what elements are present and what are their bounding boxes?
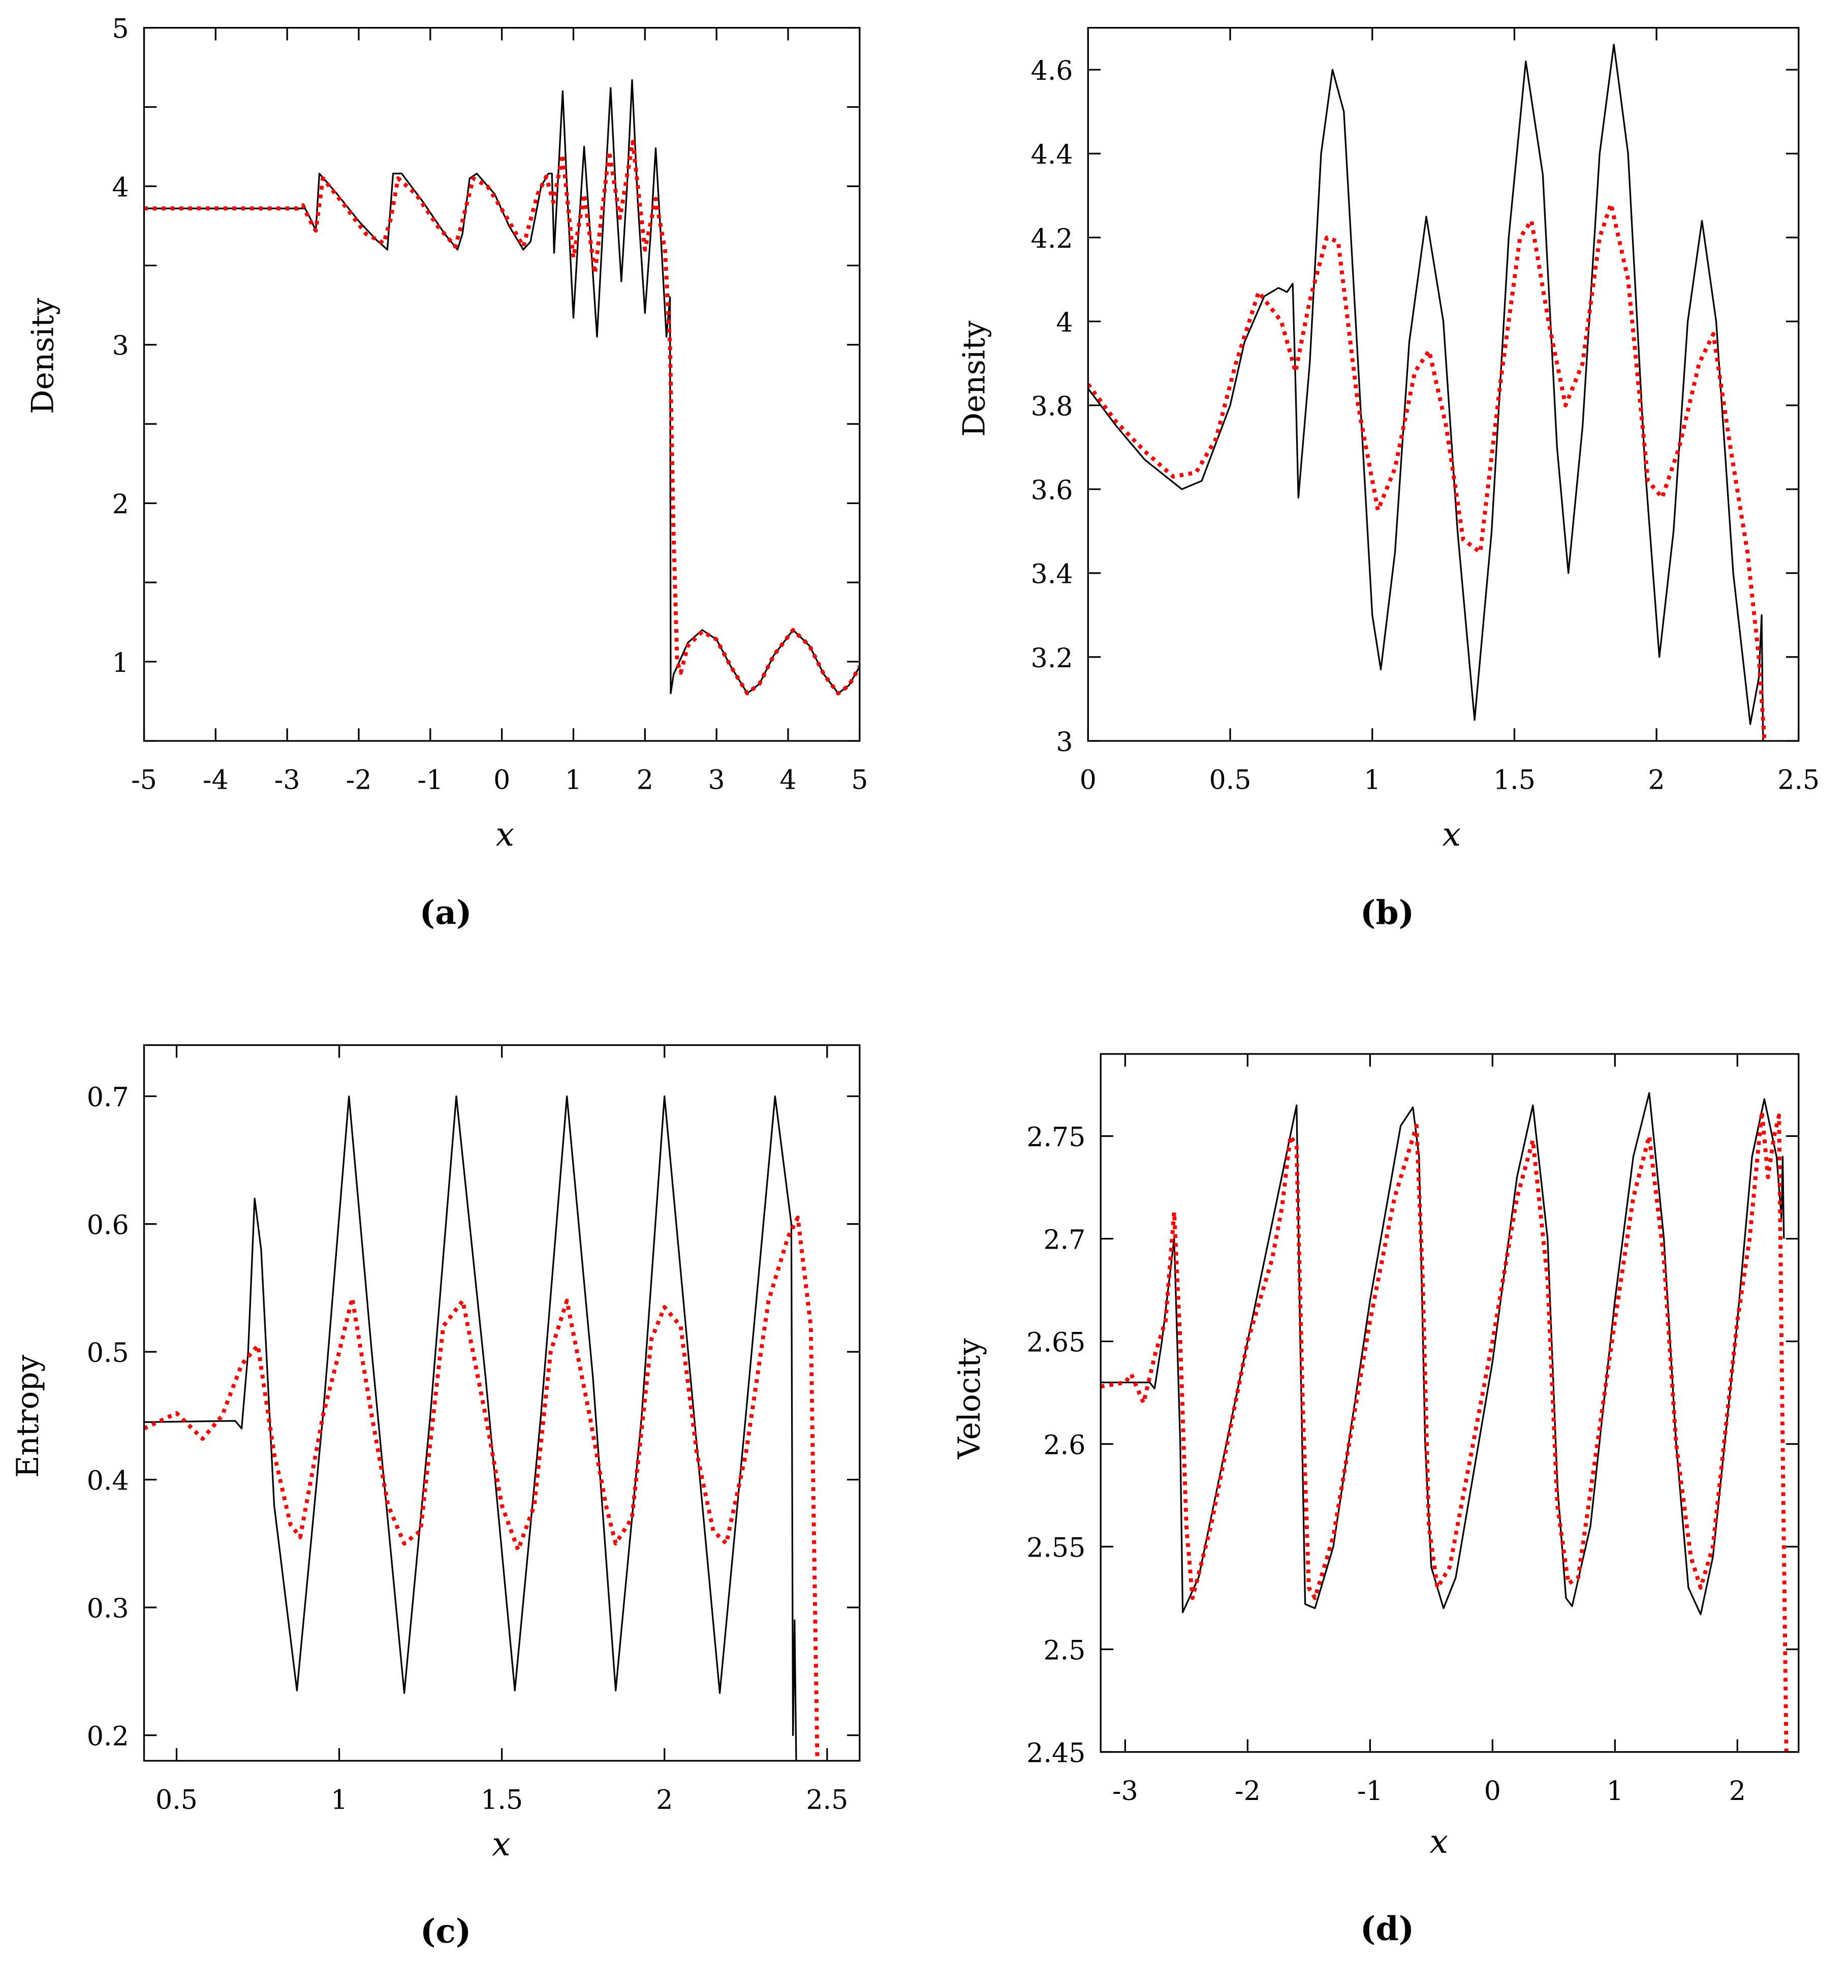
x-tick-label: -4 <box>203 765 229 795</box>
x-axis-label: x <box>496 816 514 854</box>
y-tick-label: 0.5 <box>87 1338 129 1369</box>
x-tick-label: -2 <box>346 765 372 795</box>
x-tick-label: -1 <box>417 765 443 795</box>
y-axis-label: Density <box>26 298 61 414</box>
plot-frame <box>1100 1053 1800 1753</box>
x-tick-label: 1 <box>1607 1776 1623 1807</box>
x-tick-label: 2 <box>1648 765 1665 795</box>
y-tick-label: 1 <box>112 648 129 678</box>
series-line-red-dotted <box>1101 1109 1789 1752</box>
y-axis-label: Velocity <box>952 1338 987 1459</box>
x-tick-label: 0 <box>1080 765 1097 795</box>
y-tick-label: 0.6 <box>87 1210 129 1241</box>
x-tick-label: -2 <box>1235 1776 1261 1807</box>
panel-a: -5 -4 -3 -2 -1 0 1 2 3 4 5 1 2 3 4 5 x Density (a) <box>26 14 868 933</box>
series-line-red-dotted <box>144 1216 820 1761</box>
x-tick-label: 0.5 <box>155 1785 198 1815</box>
y-tick-label: 2 <box>112 489 129 520</box>
y-tick-label: 3 <box>112 331 129 361</box>
x-tick-label: 2.5 <box>806 1785 848 1815</box>
series-line-black-solid <box>1088 44 1764 741</box>
panel-caption: (d) <box>1360 1910 1414 1948</box>
y-tick-label: 2.45 <box>1026 1738 1085 1768</box>
x-tick-label: 2.5 <box>1777 765 1820 795</box>
y-tick-label: 2.75 <box>1026 1122 1085 1153</box>
series-line-red-dotted <box>1088 202 1767 741</box>
x-axis-label: x <box>1443 816 1461 854</box>
y-axis-label: Density <box>957 320 992 437</box>
y-tick-label: 5 <box>112 14 129 45</box>
y-tick-label: 0.3 <box>87 1594 129 1624</box>
x-tick-label: 1 <box>565 765 582 795</box>
y-axis-label: Entropy <box>11 1354 46 1477</box>
y-tick-label: 3.6 <box>1031 476 1073 506</box>
y-tick-label: 4.6 <box>1031 56 1073 86</box>
y-tick-label: 0.4 <box>87 1466 129 1497</box>
x-axis-label: x <box>1430 1823 1448 1861</box>
y-tick-label: 3 <box>1056 727 1073 758</box>
series-line-black-solid <box>144 1095 797 1761</box>
y-tick-label: 4 <box>112 172 129 203</box>
panel-d: -3 -2 -1 0 1 2 2.45 2.5 2.55 2.6 2.65 2.7 2.75 x Veloc… <box>952 1053 1800 1948</box>
x-tick-label: 3 <box>708 765 725 795</box>
y-tick-label: 2.5 <box>1043 1635 1085 1666</box>
x-tick-label: 2 <box>656 1785 673 1815</box>
panel-caption: (c) <box>420 1912 471 1951</box>
x-tick-label: -5 <box>131 765 157 795</box>
panel-c: 0.5 1 1.5 2 2.5 0.2 0.3 0.4 0.5 0.6 0.7 x Entropy (c) <box>11 1044 861 1951</box>
panel-b: 0 0.5 1 1.5 2 2.5 3 3.2 3.4 3.6 3.8 4 4.2 4.4 4.6 x Dens… <box>957 27 1820 932</box>
y-tick-label: 4.4 <box>1031 140 1073 170</box>
panel-caption: (b) <box>1360 893 1414 932</box>
series-line-black-solid <box>1101 1092 1785 1616</box>
series-line-red-dotted <box>144 140 860 696</box>
series-line-black-solid <box>144 79 860 695</box>
x-tick-label: 2 <box>1729 1776 1746 1807</box>
panel-caption: (a) <box>420 893 472 932</box>
x-tick-label: 0.5 <box>1209 765 1251 795</box>
x-tick-label: 0 <box>493 765 510 795</box>
y-tick-label: 2.55 <box>1026 1533 1085 1563</box>
x-tick-label: -3 <box>274 765 300 795</box>
x-tick-label: 0 <box>1484 1776 1501 1807</box>
y-tick-label: 4 <box>1056 307 1073 338</box>
y-tick-label: 4.2 <box>1031 224 1073 254</box>
x-axis-label: x <box>492 1825 510 1863</box>
x-tick-label: 1.5 <box>1493 765 1536 795</box>
x-tick-label: 5 <box>851 765 868 795</box>
plot-frame <box>1087 27 1800 742</box>
x-tick-label: -1 <box>1357 1776 1383 1807</box>
plot-frame <box>143 1044 861 1762</box>
x-tick-label: 1 <box>331 1785 348 1815</box>
y-tick-label: 0.7 <box>87 1082 129 1113</box>
y-tick-label: 2.65 <box>1026 1327 1085 1358</box>
y-tick-label: 0.2 <box>87 1721 129 1752</box>
y-tick-label: 3.8 <box>1031 391 1073 422</box>
x-tick-label: 2 <box>637 765 653 795</box>
y-tick-label: 2.6 <box>1043 1430 1085 1461</box>
y-tick-label: 3.2 <box>1031 643 1073 674</box>
y-tick-label: 2.7 <box>1043 1225 1085 1255</box>
x-tick-label: 1.5 <box>481 1785 523 1815</box>
x-tick-label: 1 <box>1364 765 1381 795</box>
x-tick-label: 4 <box>779 765 796 795</box>
x-tick-label: -3 <box>1112 1776 1138 1807</box>
plot-frame <box>143 27 861 742</box>
y-tick-label: 3.4 <box>1031 560 1073 590</box>
